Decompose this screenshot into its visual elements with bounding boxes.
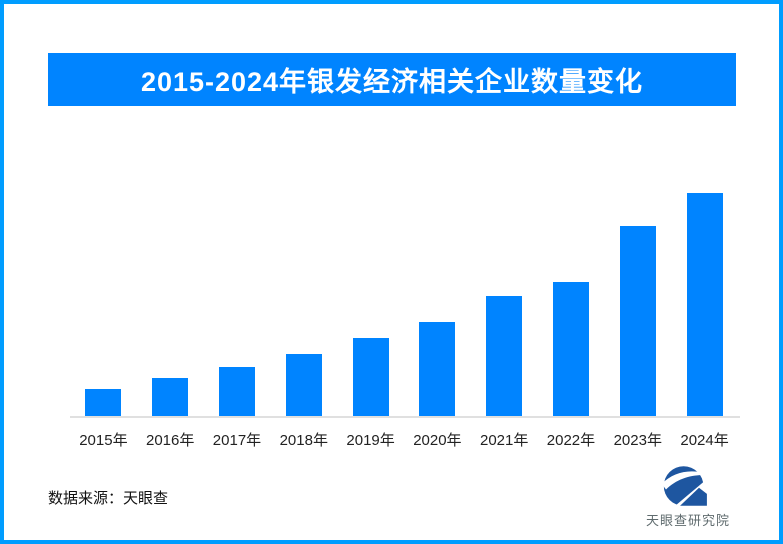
bar-slot bbox=[70, 193, 137, 416]
x-axis-label: 2020年 bbox=[413, 432, 462, 449]
x-axis-label: 2019年 bbox=[346, 432, 395, 449]
bar-slot bbox=[538, 193, 605, 416]
bar-2017年 bbox=[218, 366, 255, 416]
bar-2022年 bbox=[552, 282, 589, 416]
x-axis-line bbox=[70, 416, 740, 418]
data-source-label: 数据来源：天眼查 bbox=[48, 490, 169, 507]
bar-slot bbox=[404, 193, 471, 416]
x-axis-label: 2022年 bbox=[546, 432, 596, 449]
bar-slot bbox=[604, 193, 671, 416]
x-axis-label: 2016年 bbox=[146, 432, 195, 449]
bar-2021年 bbox=[486, 295, 523, 416]
bar-slot bbox=[471, 193, 538, 416]
bar-slot bbox=[204, 193, 271, 416]
bar-slot bbox=[671, 193, 738, 416]
bar-2019年 bbox=[352, 337, 389, 416]
chart-title: 2015-2024年银发经济相关企业数量变化 bbox=[140, 67, 644, 97]
bar-2023年 bbox=[619, 226, 656, 416]
x-axis-label: 2017年 bbox=[212, 432, 262, 449]
x-axis-labels: 2015年 2016年 2017年 2018年 2019年 2020年 2021年 2022年… bbox=[70, 429, 738, 450]
bar-2020年 bbox=[419, 322, 456, 416]
x-axis-label: 2021年 bbox=[479, 432, 529, 449]
bar-2024年 bbox=[686, 193, 723, 416]
tianyancha-logo: 天眼查研究院 bbox=[629, 464, 747, 529]
x-axis-label: 2024年 bbox=[680, 432, 729, 449]
bar-chart-plot bbox=[70, 193, 738, 416]
bar-2016年 bbox=[152, 378, 189, 416]
x-axis-label: 2023年 bbox=[613, 432, 662, 449]
chart-title-banner: 2015-2024年银发经济相关企业数量变化 bbox=[48, 53, 736, 106]
x-axis-label: 2018年 bbox=[279, 432, 328, 449]
bar-2018年 bbox=[285, 353, 322, 416]
x-axis-label: 2015年 bbox=[79, 432, 128, 449]
bar-slot bbox=[270, 193, 337, 416]
bar-2015年 bbox=[85, 389, 122, 416]
bar-slot bbox=[137, 193, 204, 416]
tianyancha-logo-text: 天眼查研究院 bbox=[645, 513, 730, 528]
tianyancha-logo-icon bbox=[661, 466, 715, 508]
bar-slot bbox=[337, 193, 404, 416]
